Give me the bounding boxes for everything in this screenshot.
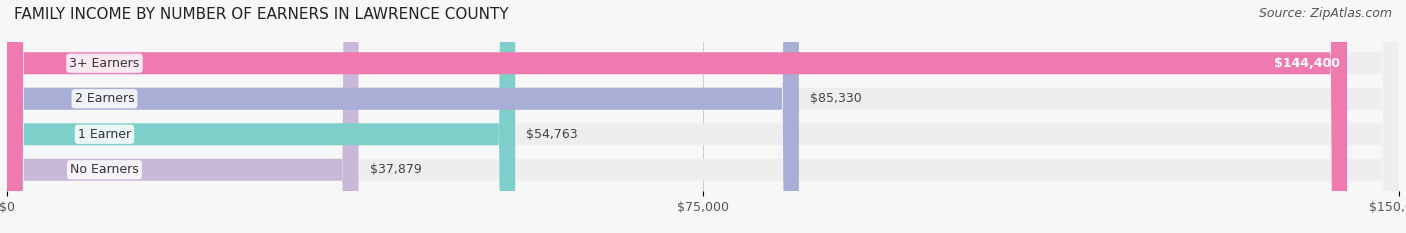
FancyBboxPatch shape [7, 0, 1399, 233]
Text: $37,879: $37,879 [370, 163, 422, 176]
Text: $54,763: $54,763 [526, 128, 578, 141]
FancyBboxPatch shape [7, 0, 1347, 233]
FancyBboxPatch shape [7, 0, 799, 233]
Text: 1 Earner: 1 Earner [77, 128, 131, 141]
Text: FAMILY INCOME BY NUMBER OF EARNERS IN LAWRENCE COUNTY: FAMILY INCOME BY NUMBER OF EARNERS IN LA… [14, 7, 509, 22]
FancyBboxPatch shape [7, 0, 1399, 233]
Text: 2 Earners: 2 Earners [75, 92, 135, 105]
Text: No Earners: No Earners [70, 163, 139, 176]
Text: $85,330: $85,330 [810, 92, 862, 105]
FancyBboxPatch shape [7, 0, 359, 233]
FancyBboxPatch shape [7, 0, 1399, 233]
Text: Source: ZipAtlas.com: Source: ZipAtlas.com [1258, 7, 1392, 20]
FancyBboxPatch shape [7, 0, 1399, 233]
Text: 3+ Earners: 3+ Earners [69, 57, 139, 70]
Text: $144,400: $144,400 [1274, 57, 1340, 70]
FancyBboxPatch shape [7, 0, 515, 233]
